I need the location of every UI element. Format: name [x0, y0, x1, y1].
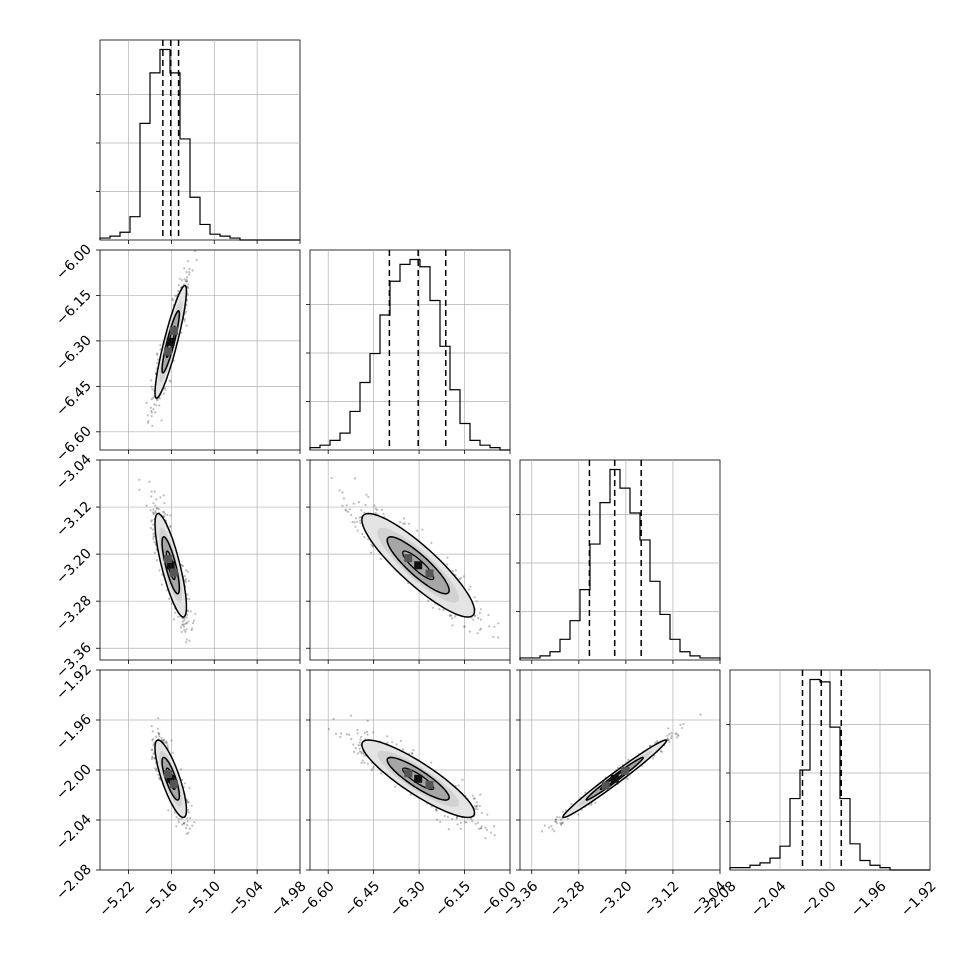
- y-tick-label-3-4: −2.08: [53, 862, 95, 904]
- panel-frame-2-0: [99, 459, 301, 661]
- density-peak-2-1-2: [404, 554, 413, 563]
- y-tick-label-2-3: −3.28: [53, 593, 95, 635]
- y-tick-label-3-1: −1.96: [53, 711, 95, 753]
- x-tick-label-0-1: −5.16: [139, 878, 181, 920]
- density-peak-2-0-0: [166, 561, 175, 570]
- density-peak-2-1-0: [414, 561, 423, 570]
- density-peak-3-0-1: [169, 780, 178, 789]
- y-tick-label-3-2: −2.00: [53, 762, 95, 804]
- scatter-panel-2-0: [96, 459, 301, 664]
- x-tick-label-3-1: −2.04: [748, 878, 790, 920]
- y-tick-label-1-2: −6.30: [53, 332, 95, 374]
- x-tick-label-2-2: −3.20: [594, 878, 636, 920]
- panel-bg-1-0: [100, 250, 300, 450]
- scatter-panel-3-1: [306, 669, 511, 874]
- density-peak-3-1-1: [425, 780, 434, 789]
- x-tick-label-1-1: −6.45: [342, 878, 384, 920]
- density-peak-3-2-2: [601, 781, 610, 790]
- x-tick-label-2-1: −3.28: [547, 878, 589, 920]
- hist-frame-1: [309, 249, 511, 451]
- y-tick-label-1-3: −6.45: [53, 378, 95, 420]
- x-tick-label-1-2: −6.30: [387, 878, 429, 920]
- hist-step-0: [99, 48, 300, 241]
- density-peak-1-0-0: [166, 337, 175, 346]
- hist-step-1: [309, 258, 510, 451]
- x-tick-label-3-4: −1.92: [898, 878, 940, 920]
- x-tick-label-2-3: −3.12: [641, 878, 683, 920]
- scatter-panel-1-0: [96, 249, 301, 454]
- y-tick-label-1-1: −6.15: [53, 287, 95, 329]
- hist-panel-1: [306, 249, 511, 454]
- x-tick-label-1-3: −6.15: [433, 878, 475, 920]
- scatter-panel-2-1: [306, 459, 511, 664]
- density-peak-3-0-0: [166, 774, 175, 783]
- density-peak-3-1-2: [404, 769, 413, 778]
- y-tick-label-2-1: −3.12: [53, 499, 95, 541]
- x-tick-label-0-0: −5.22: [97, 878, 139, 920]
- x-tick-label-3-3: −1.96: [848, 878, 890, 920]
- density-peak-2-1-1: [425, 569, 434, 578]
- x-tick-label-3-2: −2.00: [798, 878, 840, 920]
- hist-step-2: [519, 468, 721, 660]
- density-peak-3-2-0: [610, 774, 619, 783]
- y-tick-label-3-3: −2.04: [53, 811, 95, 853]
- hist-panel-0: [96, 39, 301, 244]
- hist-frame-2: [519, 459, 721, 661]
- density-peak-2-0-1: [169, 568, 178, 577]
- x-tick-labels: −5.22 −5.16 −5.10 −5.04 −4.98−6.60 −6.45 −6.30…: [97, 878, 940, 920]
- y-tick-labels: −6.00−6.15−6.30−6.45−6.60−3.04−3.12−3.20…: [53, 242, 95, 904]
- scatter-panel-3-2: [516, 669, 721, 874]
- hist-panel-2: [516, 459, 721, 664]
- density-peak-3-1-0: [414, 774, 423, 783]
- density-peak-1-0-2: [164, 347, 172, 356]
- density-peak-2-0-2: [164, 555, 172, 563]
- density-peak-3-2-1: [621, 766, 630, 775]
- hist-panel-3: [726, 669, 931, 871]
- scatter-panel-3-0: [96, 669, 301, 874]
- density-peak-1-0-1: [169, 326, 178, 335]
- y-tick-label-2-2: −3.20: [53, 546, 95, 588]
- y-tick-label-1-0: −6.00: [53, 242, 95, 284]
- panel-frame-1-0: [99, 249, 301, 451]
- hist-step-3: [729, 678, 930, 871]
- panel-bg-2-0: [100, 460, 300, 660]
- density-peak-3-0-2: [164, 770, 172, 778]
- x-tick-label-0-2: −5.10: [182, 878, 224, 920]
- panel-frame-2-1: [309, 459, 511, 661]
- x-tick-label-0-3: −5.04: [225, 878, 267, 920]
